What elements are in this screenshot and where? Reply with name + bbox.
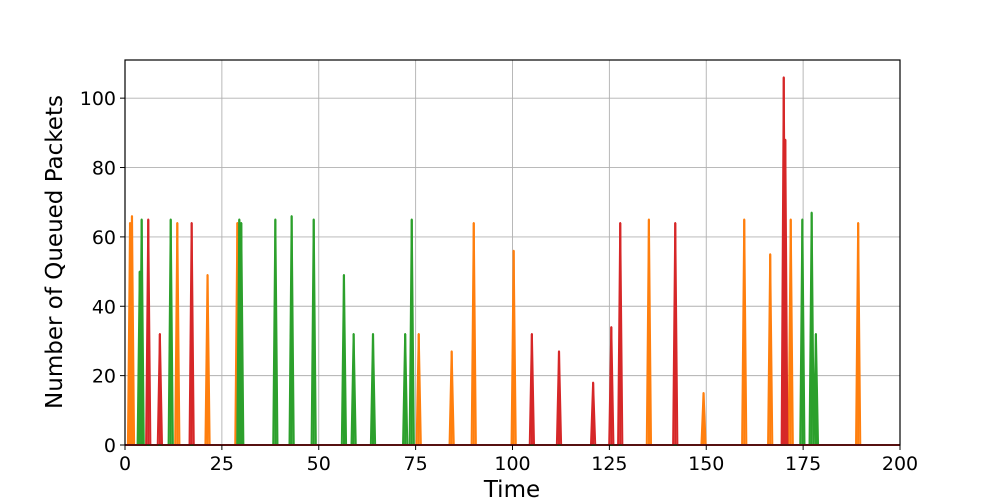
y-tick-label: 100 [80, 88, 116, 110]
x-tick-label: 50 [307, 453, 331, 475]
y-tick-label: 40 [92, 296, 116, 318]
series-layer [125, 76, 900, 446]
x-tick-label: 100 [494, 453, 530, 475]
y-tick-label: 80 [92, 158, 116, 180]
series-3 [125, 76, 900, 446]
x-tick-label: 200 [882, 453, 918, 475]
x-tick-label: 175 [785, 453, 821, 475]
x-tick-label: 150 [688, 453, 724, 475]
series-1 [125, 215, 900, 446]
y-tick-label: 20 [92, 366, 116, 388]
y-axis-label: Number of Queued Packets [42, 95, 68, 409]
x-tick-label: 125 [591, 453, 627, 475]
x-axis-label: Time [483, 477, 540, 500]
axis-ticks: 0 25 50 75 100 125 150 175 200 0 20 40 60 80 100 [80, 88, 918, 475]
x-tick-label: 75 [404, 453, 428, 475]
y-tick-label: 60 [92, 227, 116, 249]
x-tick-label: 0 [119, 453, 131, 475]
y-tick-label: 0 [104, 435, 116, 457]
x-tick-label: 25 [210, 453, 234, 475]
